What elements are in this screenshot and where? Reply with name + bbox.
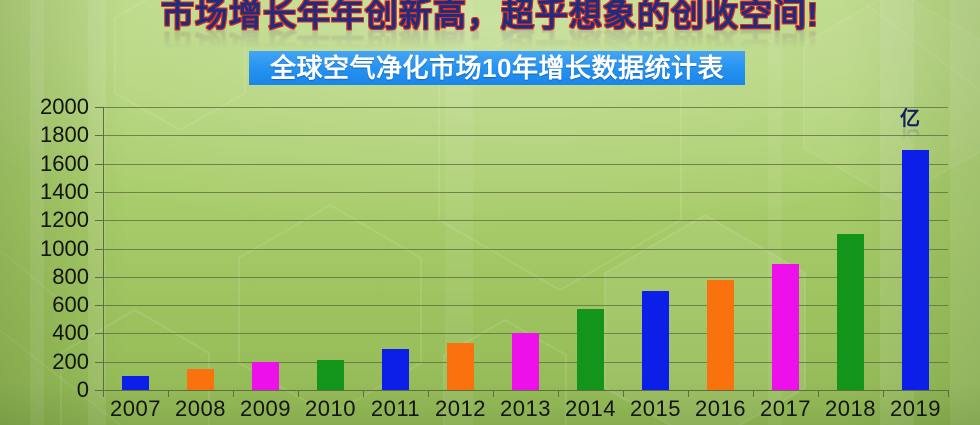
x-axis-label: 2016 [695, 396, 746, 421]
y-axis-tick [95, 276, 103, 278]
y-axis-tick [95, 361, 103, 363]
bar-2010 [317, 360, 344, 390]
x-axis-tick [623, 390, 624, 397]
x-axis-label: 2018 [825, 396, 876, 421]
gridline [103, 107, 948, 108]
x-axis-label: 2012 [435, 396, 486, 421]
x-axis-tick [883, 390, 884, 397]
x-axis-tick [818, 390, 819, 397]
y-axis-tick [95, 390, 103, 391]
x-axis-tick [688, 390, 689, 397]
gridline [103, 163, 948, 165]
y-axis-label: 600 [52, 292, 89, 318]
bar-2014 [577, 309, 604, 390]
x-axis-tick [168, 390, 169, 397]
y-axis-label: 1600 [40, 150, 89, 176]
x-axis-tick [493, 390, 494, 397]
headline: 市场增长年年创新高，超乎想象的创收空间! [161, 0, 819, 33]
bar-2007 [122, 375, 149, 391]
y-axis-label: 1400 [40, 178, 89, 204]
y-axis-tick [95, 305, 103, 307]
y-axis-label: 2000 [40, 94, 89, 119]
bar-2013 [512, 333, 539, 390]
bar-2017 [772, 264, 799, 390]
x-axis-label: 2010 [305, 396, 356, 421]
x-axis-tick [233, 390, 234, 397]
gridline [103, 248, 948, 250]
bar-2012 [447, 343, 474, 390]
x-axis-tick [103, 390, 104, 397]
y-axis-label: 1200 [40, 207, 89, 233]
bar-2011 [382, 349, 409, 390]
bar-2019 [902, 149, 929, 390]
x-axis-tick [428, 390, 429, 397]
x-axis-label: 2014 [565, 396, 616, 421]
y-axis-line [103, 107, 104, 390]
y-axis-tick [95, 135, 103, 137]
y-axis-label: 800 [52, 263, 89, 289]
bar-2008 [187, 368, 214, 390]
gridline [103, 276, 948, 278]
x-axis-label: 2017 [760, 396, 811, 421]
gridline [103, 220, 948, 222]
x-axis-label: 2015 [630, 396, 681, 421]
x-axis-tick [363, 390, 364, 397]
y-axis-label: 400 [52, 320, 89, 346]
x-axis-label: 2011 [370, 396, 421, 421]
y-axis-label: 1800 [40, 122, 89, 148]
y-axis-label: 200 [52, 348, 89, 374]
x-axis-label: 2019 [890, 396, 941, 421]
gridline [103, 191, 948, 193]
unit-label: 亿 [900, 108, 920, 130]
gridline [103, 135, 948, 137]
bar-2009 [252, 361, 279, 390]
x-axis-tick [948, 390, 949, 397]
x-axis-label: 2007 [110, 396, 161, 421]
chart-title-banner: 全球空气净化市场10年增长数据统计表 [249, 51, 745, 85]
y-axis-tick [95, 333, 103, 335]
bar-2018 [837, 234, 864, 390]
y-axis-label: 0 [76, 377, 89, 402]
headline-block: 市场增长年年创新高，超乎想象的创收空间! 市场增长年年创新高，超乎想象的创收空间… [0, 0, 980, 62]
y-axis-label: 1000 [40, 235, 89, 261]
y-axis-tick [95, 191, 103, 193]
x-axis-tick [753, 390, 754, 397]
gridline [103, 305, 948, 307]
y-axis-tick [95, 163, 103, 165]
x-axis-label: 2008 [175, 396, 226, 421]
y-axis-tick [95, 107, 103, 108]
y-axis-tick [95, 248, 103, 250]
x-axis-label: 2013 [500, 396, 551, 421]
y-axis-tick [95, 220, 103, 222]
x-axis-label: 2009 [240, 396, 291, 421]
x-axis-tick [298, 390, 299, 397]
x-axis-line [103, 390, 948, 391]
bar-2015 [642, 290, 669, 390]
unit-label-reflection: 亿 [900, 126, 920, 148]
bar-2016 [707, 279, 734, 390]
x-axis-tick [558, 390, 559, 397]
